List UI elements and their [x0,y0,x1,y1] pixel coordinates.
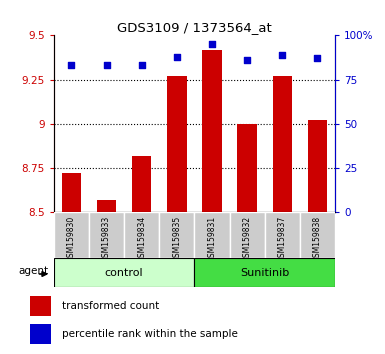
Text: control: control [105,268,144,278]
Point [314,56,320,61]
Bar [229,212,265,258]
Text: GSM159838: GSM159838 [313,216,322,262]
Text: Sunitinib: Sunitinib [240,268,289,278]
Text: agent: agent [19,266,49,276]
Bar [30,296,51,316]
Text: GSM159831: GSM159831 [208,216,216,262]
Bar [97,200,116,212]
Bar [159,212,194,258]
Bar [238,124,257,212]
Point [139,63,145,68]
Bar [203,50,222,212]
Point [209,41,215,47]
Point [69,63,75,68]
Text: percentile rank within the sample: percentile rank within the sample [62,330,238,339]
Bar [30,324,51,344]
Point [174,54,180,59]
Bar [194,258,335,287]
Text: GSM159837: GSM159837 [278,216,287,262]
Bar [308,120,327,212]
Bar [89,212,124,258]
Bar [194,212,229,258]
Point [244,57,250,63]
Point [104,63,110,68]
Bar [124,212,159,258]
Point [279,52,285,58]
Bar [54,212,89,258]
Text: GSM159832: GSM159832 [243,216,252,262]
Text: GSM159835: GSM159835 [172,216,181,262]
Title: GDS3109 / 1373564_at: GDS3109 / 1373564_at [117,21,272,34]
Text: GSM159833: GSM159833 [102,216,111,262]
Text: GSM159830: GSM159830 [67,216,76,262]
Bar [54,258,194,287]
Bar [273,76,292,212]
Bar [132,156,151,212]
Text: GSM159834: GSM159834 [137,216,146,262]
Bar [264,212,300,258]
Bar [167,76,186,212]
Bar [62,173,81,212]
Text: transformed count: transformed count [62,301,159,311]
Bar [300,212,335,258]
